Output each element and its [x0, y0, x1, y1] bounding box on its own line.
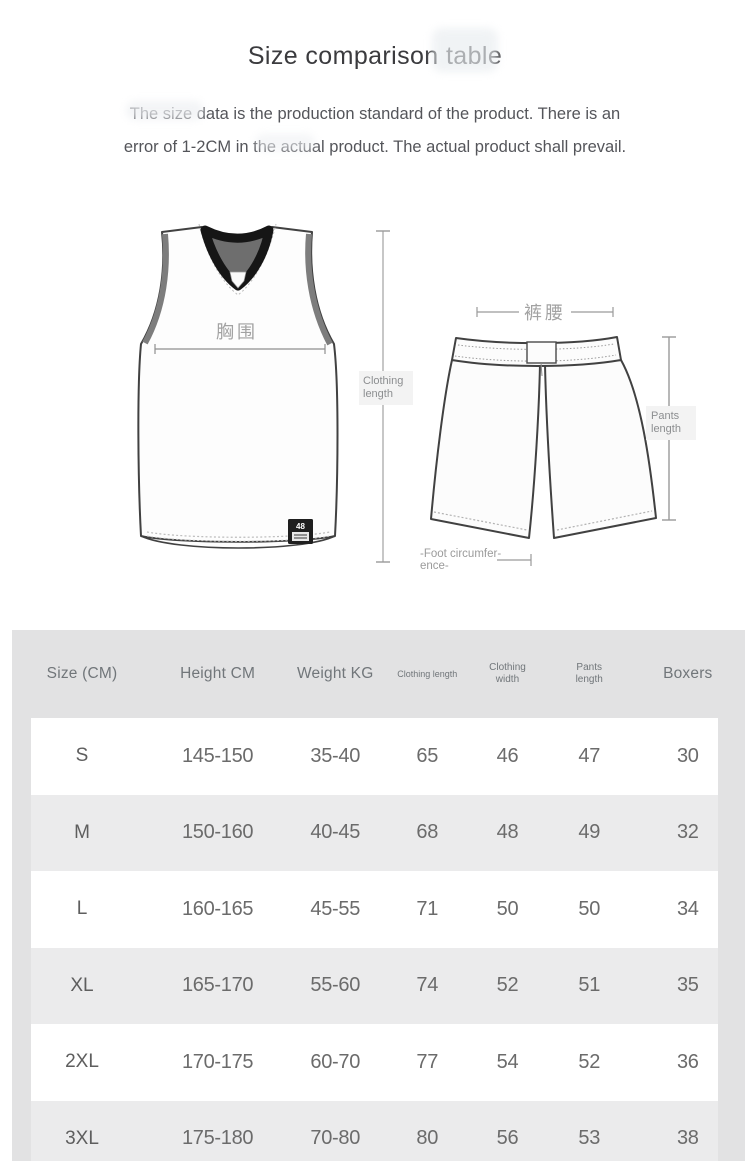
shorts-left-leg: [430, 359, 541, 539]
boxers-value: 35: [676, 974, 699, 997]
size-value: M: [74, 821, 90, 843]
boxers-value: 36: [676, 1050, 699, 1073]
jersey-illustration: 胸围 48 Clothing length: [137, 223, 413, 563]
collar-front-tag: [229, 271, 247, 289]
waist-label: 裤腰: [524, 303, 566, 323]
column-header-weight: Weight KG: [297, 665, 374, 682]
page-title: Size comparison table: [247, 42, 503, 70]
height-value: 150-160: [181, 821, 254, 844]
column-header-clothing-length: Clothing length: [397, 669, 458, 679]
collar-band: [200, 225, 274, 291]
pants-length-label-line2: length: [651, 423, 681, 435]
clothing-length-value: 77: [416, 1050, 439, 1073]
pants-length-value: 51: [578, 974, 601, 997]
clothing-length-value: 68: [416, 821, 439, 844]
table-row-m: M 150-160 40-45 68 48 49 32: [12, 794, 745, 872]
waistband-patch: [526, 341, 557, 364]
foot-circumference-label-line1: -Foot circumfer-: [420, 548, 501, 560]
weight-value: 35-40: [310, 744, 361, 767]
clothing-length-value: 71: [416, 897, 439, 920]
clothing-width-value: 54: [496, 1050, 519, 1073]
size-table-header-row: Size (CM) Height CM Weight KG Clothing l…: [12, 630, 745, 718]
clothing-width-value: 50: [496, 897, 519, 920]
clothing-length-label-bg: [359, 371, 413, 405]
clothing-length-value: 80: [416, 1127, 439, 1150]
clothing-length-label-line2: length: [363, 388, 393, 400]
size-table: Size (CM) Height CM Weight KG Clothing l…: [12, 630, 745, 1161]
waistband-stitch: [454, 354, 617, 362]
pants-length-value: 53: [578, 1127, 601, 1150]
pants-length-value: 47: [578, 744, 601, 767]
table-row-2xl: 2XL 170-175 60-70 77 54 52 36: [12, 1024, 745, 1101]
table-row-xl: XL 165-170 55-60 74 52 51 35: [12, 947, 745, 1025]
size-value: S: [75, 745, 89, 767]
jersey-tag-number: 48: [296, 522, 305, 531]
weight-value: 55-60: [310, 974, 361, 997]
size-value: L: [76, 898, 88, 920]
height-value: 165-170: [181, 974, 254, 997]
shorts-hem-stitch: [556, 510, 653, 531]
column-header-size: Size (CM): [46, 665, 118, 682]
jersey-hem: [140, 535, 336, 549]
height-value: 175-180: [181, 1127, 254, 1150]
pants-length-value: 49: [578, 821, 601, 844]
weight-value: 45-55: [310, 897, 361, 920]
boxers-value: 38: [676, 1127, 699, 1150]
table-row-l: L 160-165 45-55 71 50 50 34: [12, 871, 745, 948]
pants-length-label-bg: [646, 406, 696, 440]
boxers-value: 30: [676, 744, 699, 767]
pants-length-value: 52: [578, 1050, 601, 1073]
table-row-s: S 145-150 35-40 65 46 47 30: [12, 718, 745, 795]
jersey-armhole-trim-right: [305, 233, 333, 346]
weight-value: 60-70: [310, 1050, 361, 1073]
clothing-width-value: 46: [496, 744, 519, 767]
column-header-boxers: Boxers: [663, 665, 713, 682]
pants-length-label-line1: Pants: [651, 410, 680, 422]
front-seam: [540, 362, 543, 377]
column-header-clothing-width: Clothing width: [489, 662, 526, 685]
clothing-width-value: 56: [496, 1127, 519, 1150]
subtitle: The size data is the production standard…: [0, 98, 750, 164]
size-value: 3XL: [65, 1127, 99, 1149]
clothing-length-label-line1: Clothing: [363, 375, 403, 387]
weight-value: 40-45: [310, 821, 361, 844]
garment-measurement-diagram: 胸围 48 Clothing length 裤腰: [137, 223, 696, 572]
size-value: 2XL: [65, 1051, 99, 1073]
shorts-right-leg: [544, 359, 657, 539]
jersey-size-tag: 48: [288, 519, 313, 544]
height-value: 170-175: [181, 1050, 254, 1073]
clothing-length-value: 65: [416, 744, 439, 767]
size-value: XL: [70, 974, 94, 996]
clothing-width-value: 52: [496, 974, 519, 997]
chest-label: 胸围: [216, 322, 258, 342]
subtitle-line-2: error of 1-2CM in the actual product. Th…: [123, 138, 627, 156]
column-header-pants-length: Pants length: [575, 662, 603, 685]
clothing-length-value: 74: [416, 974, 439, 997]
boxers-value: 32: [676, 821, 699, 844]
height-value: 145-150: [181, 744, 254, 767]
shorts-illustration: 裤腰 Pants length -Foot circumfer- ence-: [420, 303, 696, 572]
pants-length-value: 50: [578, 897, 601, 920]
height-value: 160-165: [181, 897, 254, 920]
jersey-armhole-trim-left: [142, 233, 169, 345]
foot-circumference-label-line2: ence-: [420, 560, 449, 572]
table-row-3xl: 3XL 175-180 70-80 80 56 53 38: [12, 1100, 745, 1161]
subtitle-line-1: The size data is the production standard…: [129, 105, 621, 123]
waistband-stitch: [457, 343, 615, 350]
weight-value: 70-80: [310, 1127, 361, 1150]
column-header-height: Height CM: [180, 665, 256, 682]
boxers-value: 34: [676, 897, 699, 920]
clothing-width-value: 48: [496, 821, 519, 844]
